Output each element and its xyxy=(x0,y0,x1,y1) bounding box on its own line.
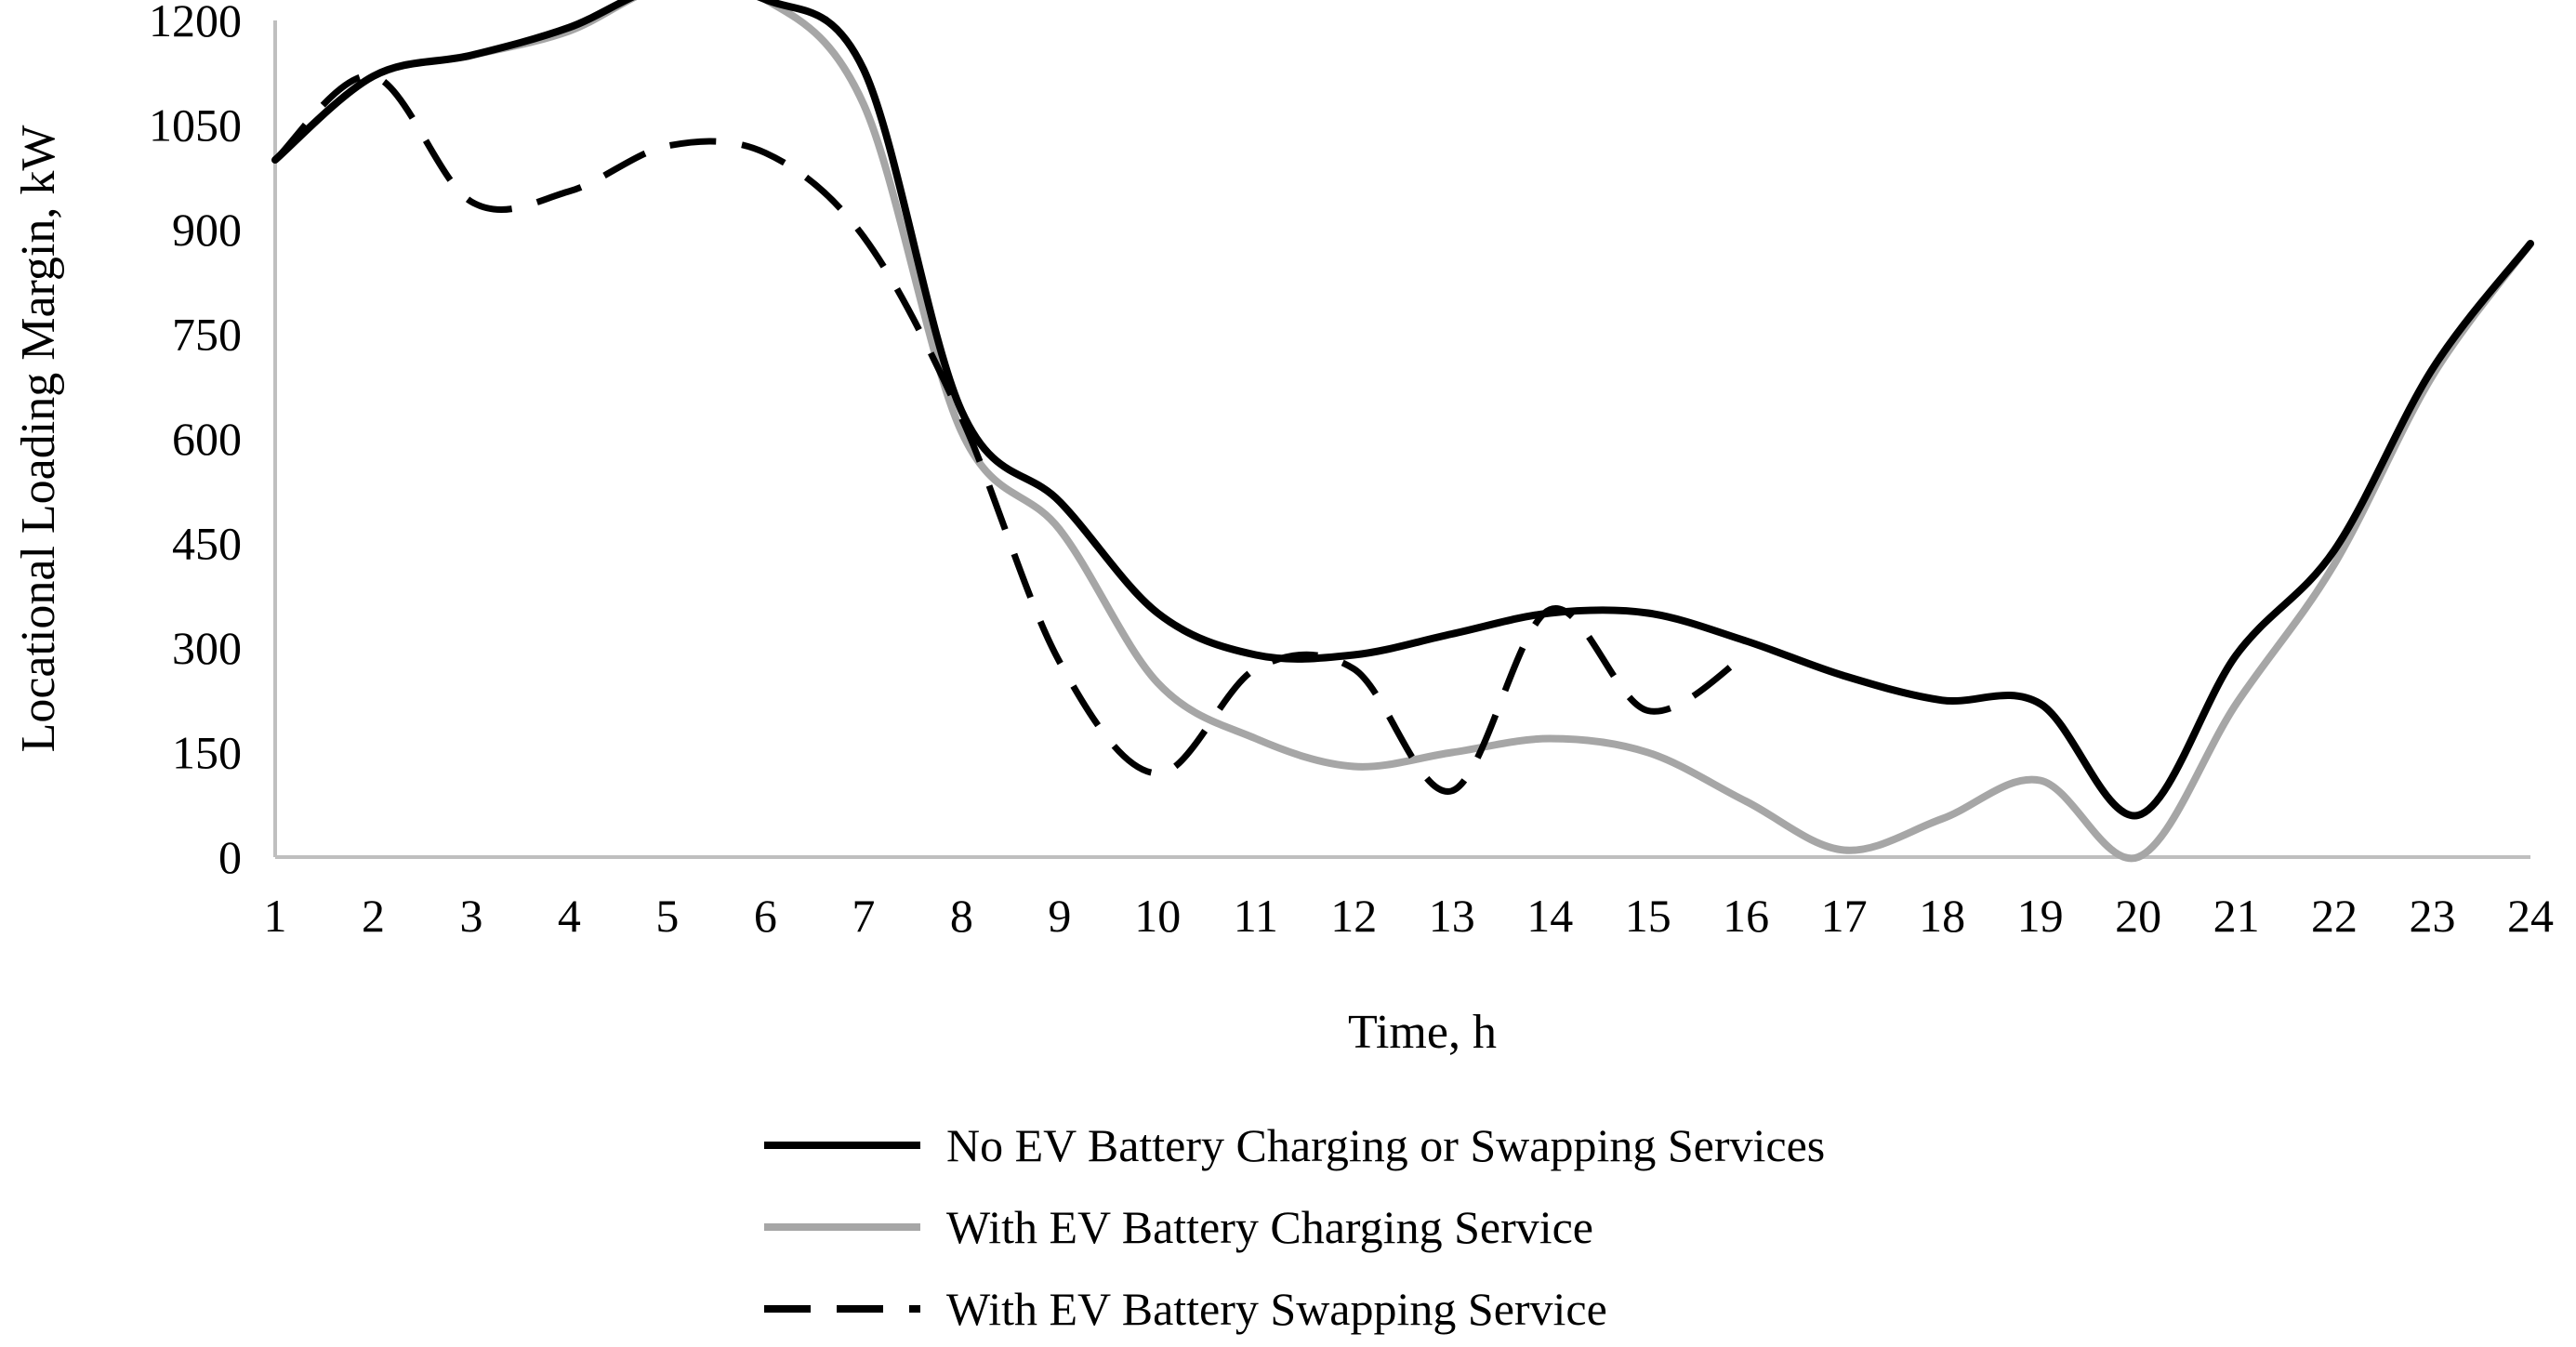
x-tick-label: 8 xyxy=(950,890,973,942)
y-tick-label: 300 xyxy=(172,622,242,674)
y-tick-labels: 0 150 300 450 600 750 900 1050 1200 xyxy=(149,0,242,883)
y-tick-label: 750 xyxy=(172,309,242,361)
series-layer xyxy=(271,0,2534,863)
legend-label-2: With EV Battery Charging Service xyxy=(946,1201,1593,1253)
y-tick-label: 450 xyxy=(172,518,242,570)
x-tick-label: 3 xyxy=(459,890,482,942)
series-line-3 xyxy=(272,73,1749,795)
x-tick-label: 1 xyxy=(264,890,287,942)
x-tick-label: 10 xyxy=(1134,890,1181,942)
x-tick-label: 12 xyxy=(1330,890,1377,942)
x-tick-label: 15 xyxy=(1625,890,1671,942)
x-tick-label: 5 xyxy=(655,890,679,942)
x-tick-label: 19 xyxy=(2017,890,2064,942)
x-tick-label: 22 xyxy=(2311,890,2358,942)
y-tick-label: 1200 xyxy=(149,0,242,46)
y-axis-title: Locational Loading Margin, kW xyxy=(12,125,65,753)
x-axis-title: Time, h xyxy=(1348,1006,1497,1059)
x-tick-label: 2 xyxy=(362,890,385,942)
legend: No EV Battery Charging or Swapping Servi… xyxy=(764,1119,1825,1335)
x-tick-label: 18 xyxy=(1919,890,1965,942)
x-tick-label: 20 xyxy=(2115,890,2161,942)
x-tick-label: 17 xyxy=(1821,890,1868,942)
x-tick-label: 4 xyxy=(558,890,581,942)
x-tick-label: 9 xyxy=(1048,890,1071,942)
x-tick-labels: 1 2 3 4 5 6 7 8 9 10 11 12 13 14 15 16 17 18 19 20 21 22 23 24 xyxy=(264,890,2555,942)
legend-label-1: No EV Battery Charging or Swapping Servi… xyxy=(946,1119,1825,1171)
x-tick-label: 7 xyxy=(852,890,875,942)
x-tick-label: 24 xyxy=(2507,890,2554,942)
x-tick-label: 16 xyxy=(1723,890,1769,942)
y-tick-label: 600 xyxy=(172,413,242,465)
legend-label-3: With EV Battery Swapping Service xyxy=(946,1283,1607,1335)
y-tick-label: 0 xyxy=(218,831,242,883)
series-line-1 xyxy=(271,0,2534,820)
x-tick-label: 11 xyxy=(1234,890,1278,942)
x-tick-label: 6 xyxy=(754,890,777,942)
x-tick-label: 14 xyxy=(1526,890,1573,942)
y-tick-label: 150 xyxy=(172,727,242,779)
x-tick-label: 21 xyxy=(2213,890,2260,942)
y-tick-label: 1050 xyxy=(149,99,242,152)
x-tick-label: 23 xyxy=(2410,890,2456,942)
series-line-2 xyxy=(271,0,2534,863)
y-tick-label: 900 xyxy=(172,204,242,256)
x-tick-label: 13 xyxy=(1429,890,1475,942)
